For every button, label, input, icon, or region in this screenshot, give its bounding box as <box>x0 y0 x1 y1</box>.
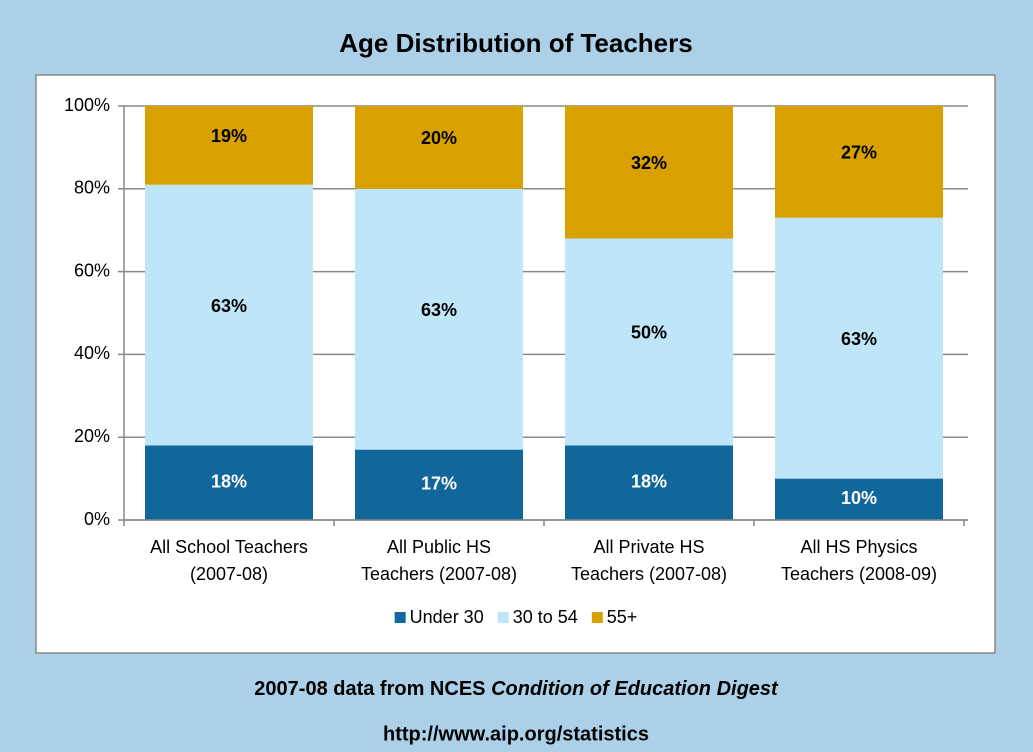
legend-swatch <box>394 612 406 623</box>
bar-segment <box>565 106 733 239</box>
x-tick-label: All HS Physics <box>800 537 917 557</box>
bar-segment <box>775 478 943 520</box>
bar-segment <box>355 449 523 520</box>
y-tick-label: 0% <box>84 509 110 529</box>
url: http://www.aip.org/statistics <box>383 723 649 745</box>
bar-segment <box>145 184 313 446</box>
y-tick-label: 100% <box>64 95 110 115</box>
x-tick-label: Teachers (2007-08) <box>361 564 517 584</box>
legend-swatch <box>591 612 603 623</box>
data-label: 63% <box>421 300 457 320</box>
x-tick-label: (2007-08) <box>190 564 268 584</box>
x-tick-label: All Private HS <box>593 537 704 557</box>
bar-segment <box>775 106 943 218</box>
data-label: 50% <box>631 323 667 343</box>
bar-segment <box>355 106 523 189</box>
source-note: 2007-08 data from NCES Condition of Educ… <box>254 678 779 700</box>
x-tick-label: All School Teachers <box>150 537 308 557</box>
bar-segment <box>565 238 733 446</box>
source-italic: Condition of Education Digest <box>491 678 779 700</box>
bar-segment <box>145 106 313 185</box>
legend-label: 55+ <box>607 607 638 627</box>
data-label: 63% <box>211 296 247 316</box>
data-label: 27% <box>841 143 877 163</box>
y-tick-label: 60% <box>74 260 110 280</box>
y-tick-label: 40% <box>74 343 110 363</box>
data-label: 20% <box>421 128 457 148</box>
x-tick-label: Teachers (2007-08) <box>571 564 727 584</box>
bar-segment <box>565 445 733 520</box>
data-label: 19% <box>211 126 247 146</box>
bar-segment <box>145 445 313 520</box>
data-label: 18% <box>211 471 247 491</box>
legend-label: Under 30 <box>410 607 484 627</box>
y-tick-label: 80% <box>74 178 110 198</box>
data-label: 63% <box>841 329 877 349</box>
x-tick-label: All Public HS <box>387 537 491 557</box>
chart-title: Age Distribution of Teachers <box>339 28 692 58</box>
bar-segment <box>775 217 943 479</box>
data-label: 18% <box>631 471 667 491</box>
y-tick-label: 20% <box>74 426 110 446</box>
bar-segment <box>355 188 523 450</box>
source-text: 2007-08 data from NCES <box>254 678 485 700</box>
legend-label: 30 to 54 <box>513 607 578 627</box>
x-tick-label: Teachers (2008-09) <box>781 564 937 584</box>
legend-swatch <box>497 612 509 623</box>
data-label: 17% <box>421 474 457 494</box>
data-label: 32% <box>631 153 667 173</box>
data-label: 10% <box>841 488 877 508</box>
